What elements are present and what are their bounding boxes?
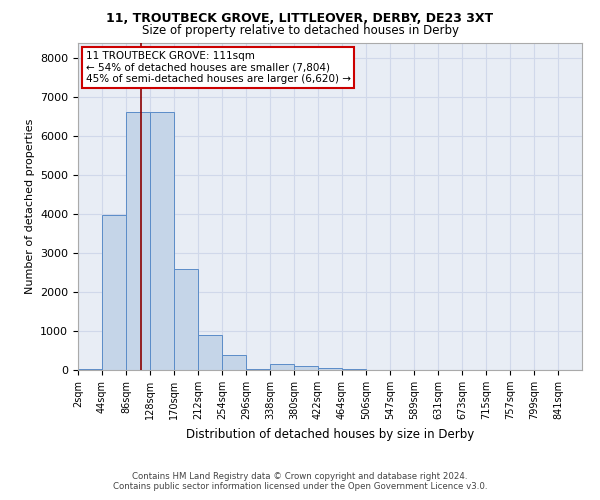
Bar [246,369,270,370]
Bar [342,369,366,370]
Bar [198,335,222,370]
X-axis label: Distribution of detached houses by size in Derby: Distribution of detached houses by size … [186,428,474,440]
Bar [174,270,198,370]
Bar [78,369,102,370]
Bar [126,112,150,370]
Y-axis label: Number of detached properties: Number of detached properties [25,118,35,294]
Text: 11 TROUTBECK GROVE: 111sqm
← 54% of detached houses are smaller (7,804)
45% of s: 11 TROUTBECK GROVE: 111sqm ← 54% of deta… [86,50,350,84]
Bar [270,364,294,370]
Text: Size of property relative to detached houses in Derby: Size of property relative to detached ho… [142,24,458,37]
Text: 11, TROUTBECK GROVE, LITTLEOVER, DERBY, DE23 3XT: 11, TROUTBECK GROVE, LITTLEOVER, DERBY, … [106,12,494,26]
Bar [150,112,174,370]
Bar [318,368,342,370]
Text: Contains HM Land Registry data © Crown copyright and database right 2024.
Contai: Contains HM Land Registry data © Crown c… [113,472,487,491]
Bar [102,215,126,370]
Bar [294,366,318,370]
Bar [222,355,246,370]
